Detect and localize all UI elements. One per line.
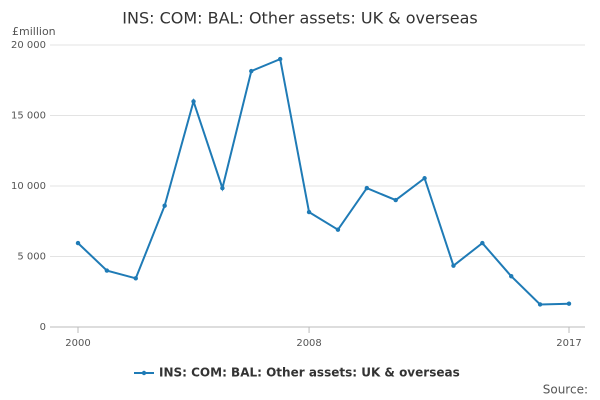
- point: [104, 268, 110, 273]
- source: Source:: [543, 383, 588, 397]
- point: [75, 240, 81, 246]
- x-tick-label: 2017: [556, 338, 581, 349]
- y-tick-label: 10 000: [11, 181, 46, 192]
- point: [509, 274, 514, 279]
- point: [364, 185, 370, 191]
- y-tick-label: 15 000: [11, 111, 46, 122]
- point: [422, 176, 427, 181]
- legend-label: INS: COM: BAL: Other assets: UK & overse…: [159, 366, 460, 380]
- point: [480, 240, 485, 246]
- x-tick-label: 2008: [296, 338, 321, 349]
- y-tick-label: 0: [40, 322, 46, 333]
- y-tick-label: 5 000: [17, 252, 46, 263]
- point: [162, 203, 167, 208]
- chart-title: INS: COM: BAL: Other assets: UK & overse…: [122, 9, 477, 28]
- point: [249, 68, 254, 74]
- y-axis-label: £million: [12, 25, 56, 38]
- y-tick-label: 20 000: [11, 40, 46, 51]
- point: [566, 301, 572, 306]
- point: [537, 302, 543, 307]
- line: [77, 57, 570, 306]
- point: [277, 56, 283, 62]
- x-tick-label: 2000: [65, 338, 90, 349]
- point: [335, 227, 341, 232]
- legend-swatch-point: [141, 370, 147, 376]
- point: [451, 263, 456, 268]
- point: [220, 185, 225, 191]
- point: [306, 209, 312, 215]
- point: [393, 197, 398, 203]
- point: [133, 276, 138, 281]
- point: [191, 99, 196, 104]
